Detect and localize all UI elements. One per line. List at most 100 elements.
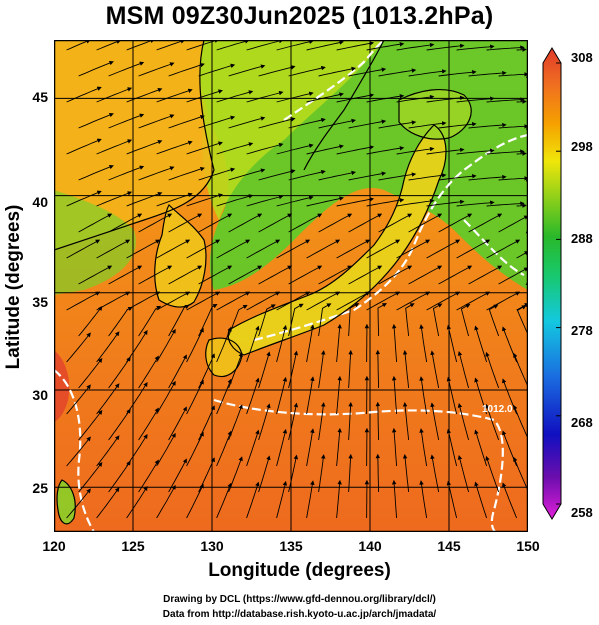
streamline: [486, 291, 521, 311]
streamline: [408, 213, 443, 233]
streamline: [198, 265, 233, 285]
streamline: [438, 173, 477, 181]
streamline: [258, 65, 296, 77]
streamline: [486, 239, 521, 259]
plot-frame: [54, 40, 528, 532]
map-plot-area: 1012.0: [54, 40, 528, 532]
streamline: [168, 265, 203, 285]
streamline: [366, 146, 405, 155]
streamline: [486, 97, 525, 103]
coastline-honshu: [227, 124, 447, 356]
streamline: [246, 142, 284, 155]
streamline: [375, 401, 381, 441]
streamline: [426, 43, 465, 51]
y-tick-30: 30: [32, 387, 48, 403]
streamline: [108, 165, 145, 181]
streamline: [78, 358, 103, 389]
isobar-1012-west: [54, 369, 95, 532]
streamline: [186, 239, 221, 259]
x-tick-135: 135: [279, 538, 303, 554]
streamline: [348, 213, 383, 233]
streamline: [186, 193, 223, 207]
streamline: [318, 170, 357, 181]
credit-line-data: Data from http://database.rish.kyoto-u.a…: [162, 609, 437, 620]
streamline: [126, 485, 148, 519]
streamline: [456, 291, 491, 311]
streamline: [108, 460, 131, 493]
streamline: [474, 429, 488, 467]
x-tick-130: 130: [200, 538, 224, 554]
streamline: [336, 239, 371, 259]
x-tick-140: 140: [358, 538, 382, 554]
wind-streamlines: [66, 40, 528, 519]
colorbar-label-298: 298: [571, 139, 593, 154]
streamline: [513, 456, 528, 492]
streamline: [66, 291, 101, 311]
streamline: [378, 172, 417, 181]
yellow-band-north: [199, 40, 384, 220]
streamline: [276, 143, 314, 155]
streamline: [276, 91, 314, 103]
streamline: [396, 198, 435, 207]
streamline: [426, 147, 465, 155]
streamline: [246, 239, 281, 259]
y-axis-label: Latitude (degrees): [3, 204, 24, 370]
isobar-1012-east: [463, 219, 525, 276]
streamline: [276, 376, 288, 415]
streamline: [486, 149, 525, 155]
streamline: [516, 99, 527, 104]
streamline: [228, 213, 263, 233]
streamline: [318, 213, 353, 233]
streamline: [186, 431, 204, 467]
streamline: [378, 213, 413, 233]
streamline: [366, 239, 401, 259]
streamline: [66, 488, 91, 519]
streamline: [426, 199, 465, 207]
streamline: [430, 402, 440, 441]
streamline: [66, 40, 91, 51]
streamline: [457, 455, 470, 493]
streamline: [96, 87, 133, 103]
streamline: [228, 265, 263, 285]
isobar-1012-south: [213, 398, 504, 532]
streamline: [276, 324, 288, 363]
streamline: [468, 122, 507, 129]
streamline: [366, 94, 405, 103]
streamline: [276, 40, 314, 51]
streamline: [306, 239, 341, 259]
streamline: [456, 148, 495, 155]
streamline: [306, 144, 344, 155]
streamline: [513, 352, 528, 388]
streamline: [306, 376, 315, 415]
streamline: [336, 145, 375, 155]
streamline: [216, 430, 232, 467]
streamline: [396, 291, 431, 311]
streamline: [258, 213, 293, 233]
streamline: [96, 435, 120, 467]
streamline: [156, 484, 176, 519]
streamline: [78, 265, 113, 285]
streamline: [336, 41, 375, 51]
streamline: [156, 140, 193, 155]
streamline: [306, 428, 315, 467]
streamline: [216, 326, 232, 363]
streamline: [216, 239, 251, 259]
contour-value-label: 1012.0: [482, 404, 513, 415]
streamline: [498, 267, 528, 285]
streamline: [66, 384, 91, 415]
streamline: [288, 303, 304, 337]
streamline: [288, 169, 326, 181]
streamline: [96, 139, 133, 155]
streamline: [426, 291, 461, 311]
streamline: [378, 265, 413, 285]
x-tick-150: 150: [516, 538, 540, 554]
streamline: [460, 304, 471, 337]
streamline: [66, 190, 102, 207]
streamline: [78, 164, 114, 181]
streamline: [186, 379, 204, 415]
japan-honshu: [228, 125, 446, 355]
streamline: [306, 92, 344, 103]
streamline: [318, 303, 332, 337]
streamline: [438, 121, 477, 129]
